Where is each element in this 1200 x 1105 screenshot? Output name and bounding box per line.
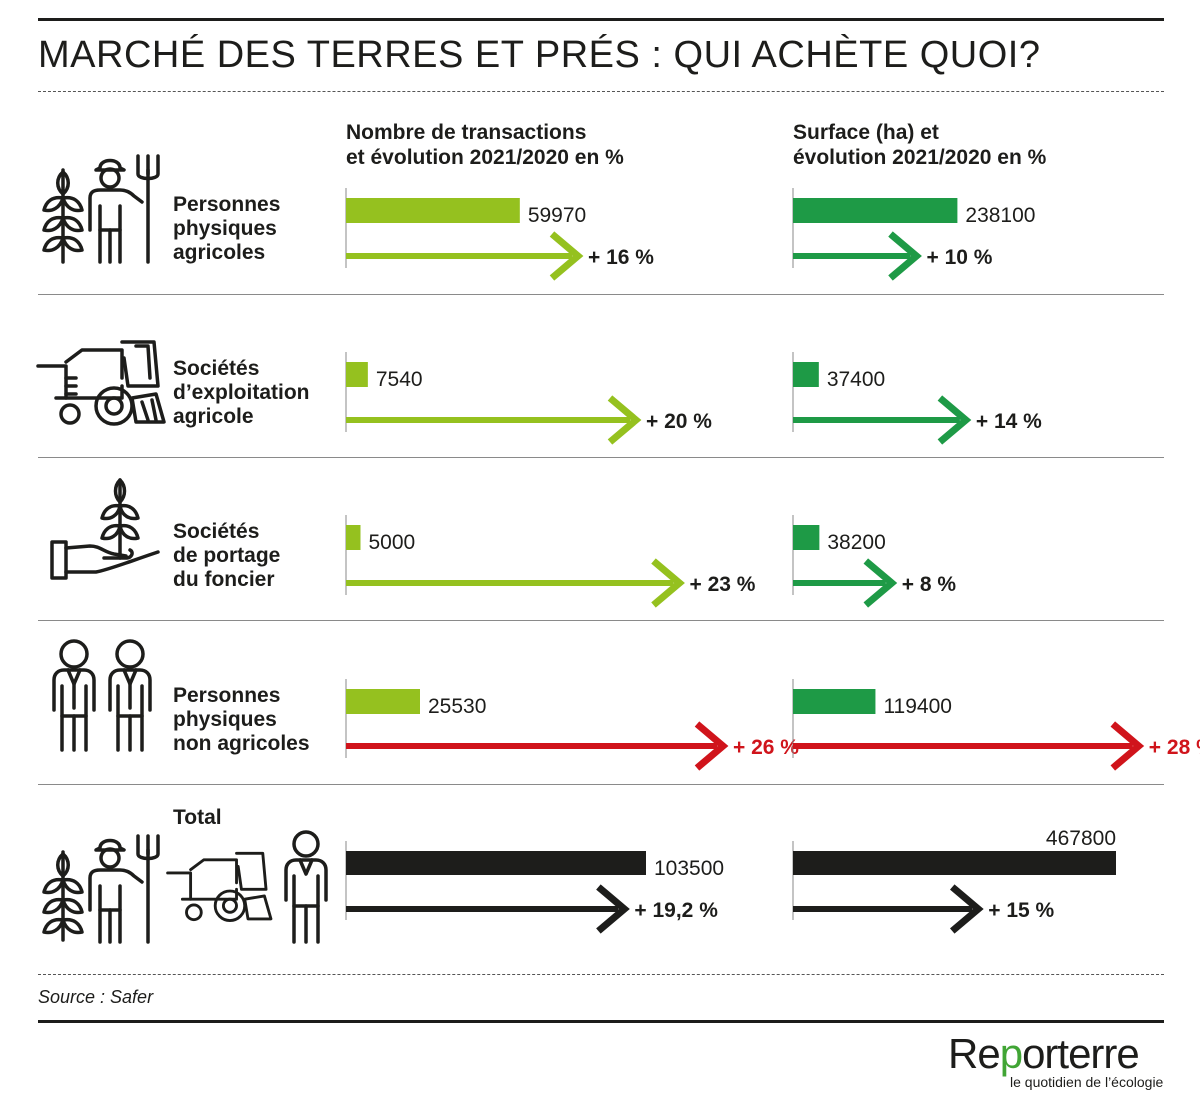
- bar-value-label: 5000: [368, 531, 415, 554]
- brand-logo: Reporterre: [948, 1030, 1140, 1077]
- row-separator: [38, 294, 1164, 295]
- bar: [346, 362, 368, 387]
- bar-value-label: 25530: [428, 695, 486, 718]
- bar: [793, 198, 958, 223]
- wheat-icon: [42, 168, 84, 264]
- change-label: + 19,2 %: [634, 899, 718, 922]
- row-label-total: Total: [173, 806, 222, 829]
- row-label-physical-non-agricultural: Personnes physiques non agricoles: [173, 684, 310, 755]
- bar: [346, 689, 420, 714]
- change-label: + 14 %: [976, 410, 1042, 433]
- bar-value-label: 59970: [528, 204, 586, 227]
- bar-value-label: 38200: [827, 531, 885, 554]
- total-icons: [42, 830, 328, 944]
- change-arrow-head: [1110, 721, 1145, 771]
- bar: [793, 362, 819, 387]
- change-label: + 10 %: [927, 246, 993, 269]
- bar-value-label: 467800: [1046, 827, 1116, 850]
- change-label: + 8 %: [902, 573, 957, 596]
- change-label: + 23 %: [690, 573, 756, 596]
- wheat-farmer-icon: [42, 154, 160, 264]
- bar: [346, 851, 646, 875]
- change-arrow-head: [863, 558, 898, 608]
- person-icon: [284, 830, 328, 944]
- bar: [793, 525, 820, 550]
- plant-in-hand-icon: [50, 478, 160, 580]
- brand-tagline: le quotidien de l’écologie: [1010, 1074, 1164, 1090]
- farmer-icon: [88, 834, 160, 944]
- source-note: Source : Safer: [38, 987, 154, 1007]
- row-separator: [38, 620, 1164, 621]
- bar-value-label: 7540: [376, 368, 423, 391]
- change-arrow-head: [949, 884, 984, 934]
- harvester-icon: [36, 340, 166, 426]
- change-arrow-head: [651, 558, 685, 608]
- footer-divider: [38, 974, 1164, 975]
- top-rule: [38, 18, 1164, 21]
- bar: [793, 689, 876, 714]
- row-label-physical-agricultural: Personnes physiques agricoles: [173, 193, 281, 264]
- farmer-icon: [88, 154, 160, 264]
- bottom-rule: [38, 1020, 1164, 1023]
- bar: [346, 525, 361, 550]
- change-label: + 16 %: [588, 246, 654, 269]
- column-header-transactions: Nombre de transactions et évolution 2021…: [346, 121, 624, 169]
- row-separator: [38, 457, 1164, 458]
- bar: [793, 851, 1116, 875]
- page-title: MARCHÉ DES TERRES ET PRÉS : QUI ACHÈTE Q…: [38, 34, 1041, 76]
- change-label: + 15 %: [988, 899, 1054, 922]
- bar-value-label: 37400: [827, 368, 885, 391]
- bar-value-label: 238100: [965, 204, 1035, 227]
- change-label: + 28 %: [1149, 736, 1200, 759]
- row-separator: [38, 784, 1164, 785]
- row-label-farming-companies: Sociétés d’exploitation agricole: [173, 357, 310, 428]
- row-label-land-holding-companies: Sociétés de portage du foncier: [173, 520, 281, 591]
- people-icon: [52, 639, 152, 752]
- title-divider: [38, 91, 1164, 92]
- change-arrow-head: [694, 721, 729, 771]
- column-header-surface: Surface (ha) et évolution 2021/2020 en %: [793, 121, 1047, 169]
- bar-value-label: 119400: [883, 695, 952, 718]
- bar: [346, 198, 520, 223]
- bar-value-label: 103500: [654, 857, 724, 880]
- change-arrow-head: [596, 884, 630, 934]
- change-label: + 26 %: [733, 736, 799, 759]
- change-arrow-head: [888, 231, 922, 281]
- change-arrow-head: [937, 395, 972, 445]
- change-arrow-head: [607, 395, 642, 445]
- wheat-icon: [42, 850, 84, 942]
- change-label: + 20 %: [646, 410, 712, 433]
- harvester-icon: [166, 851, 273, 922]
- change-arrow-head: [549, 231, 584, 281]
